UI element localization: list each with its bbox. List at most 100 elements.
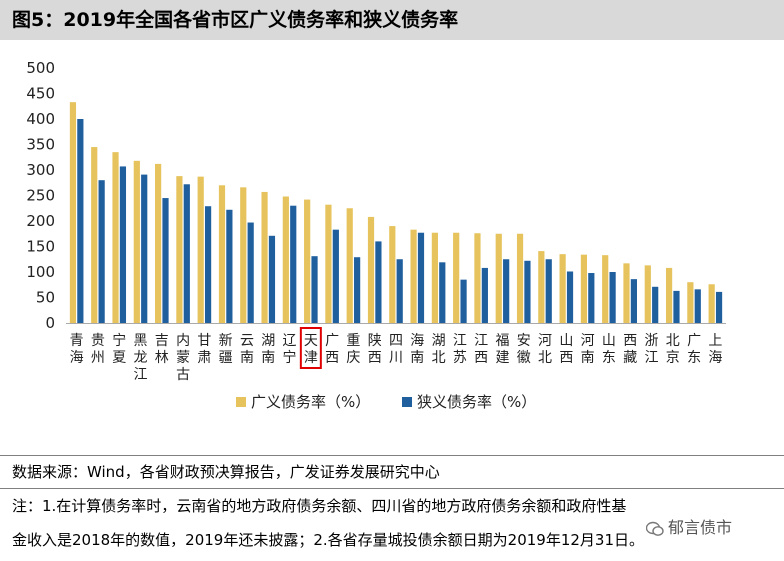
x-tick-label: 宁夏 [112,332,126,366]
bar-broad-debt-ratio [282,196,289,323]
y-tick-label: 100 [26,263,55,281]
legend-swatch-broad [236,397,246,407]
x-tick-label: 西藏 [623,333,637,366]
bar-broad-debt-ratio [623,263,630,323]
bar-narrow-debt-ratio [694,289,701,323]
bar-narrow-debt-ratio [290,205,297,323]
bar-narrow-debt-ratio [141,174,148,323]
bar-broad-debt-ratio [410,229,417,323]
y-tick-label: 400 [26,110,55,128]
bar-broad-debt-ratio [431,232,438,323]
bar-narrow-debt-ratio [183,184,190,323]
x-tick-label: 江苏 [453,333,467,366]
bar-narrow-debt-ratio [332,229,339,323]
x-tick-label: 贵州 [91,333,105,366]
bar-narrow-debt-ratio [226,209,233,323]
y-tick-label: 300 [26,161,55,179]
x-tick-label: 重庆 [346,333,360,366]
bar-narrow-debt-ratio [311,256,318,323]
legend-swatch-narrow [402,397,412,407]
x-tick-label: 山西 [559,333,573,366]
bar-broad-debt-ratio [665,267,673,323]
bars [69,102,723,323]
bar-broad-debt-ratio [495,233,502,323]
x-tick-label: 福建 [495,333,509,366]
bar-narrow-debt-ratio [77,119,84,323]
bar-broad-debt-ratio [602,255,609,323]
bar-narrow-debt-ratio [162,198,169,323]
bar-broad-debt-ratio [69,102,77,323]
x-tick-label: 黑龙江 [134,333,148,383]
y-tick-label: 200 [26,212,55,230]
bar-narrow-debt-ratio [98,180,105,323]
x-tick-label: 河南 [581,333,595,366]
bar-narrow-debt-ratio [460,279,467,323]
bar-narrow-debt-ratio [396,259,403,323]
watermark-text: 郁言债市 [668,518,733,537]
bar-narrow-debt-ratio [119,166,127,323]
y-tick-label: 150 [26,238,55,256]
bar-chart: 0 50 100 150 200 250 300 350 400 450 500 青海贵州宁夏黑龙江… [26,59,726,411]
y-tick-label: 0 [45,314,55,332]
bar-broad-debt-ratio [559,254,566,323]
bar-narrow-debt-ratio [545,259,552,323]
x-tick-label: 湖南 [261,333,275,366]
x-tick-label: 天津 [304,333,318,366]
x-tick-label: 山东 [602,333,616,366]
bar-narrow-debt-ratio [652,286,659,323]
x-tick-label: 海南 [410,333,424,366]
bar-broad-debt-ratio [389,226,396,323]
y-tick-label: 350 [26,136,55,154]
bar-broad-debt-ratio [538,251,545,323]
bar-narrow-debt-ratio [715,291,723,323]
bar-broad-debt-ratio [176,176,183,323]
bar-narrow-debt-ratio [503,259,510,323]
bar-narrow-debt-ratio [268,235,276,323]
bar-narrow-debt-ratio [375,241,382,323]
footnote-line-2: 金收入是2018年的数值，2019年还未披露；2.各省存量城投债余额日期为201… [12,531,645,549]
bar-broad-debt-ratio [367,216,375,323]
watermark: 郁言债市 [646,514,732,538]
bar-broad-debt-ratio [708,284,715,323]
y-tick-label: 50 [36,289,55,307]
x-tick-label: 青海 [70,333,84,366]
bar-broad-debt-ratio [304,199,311,323]
x-tick-label: 四川 [389,333,403,366]
bar-broad-debt-ratio [516,233,524,323]
bar-narrow-debt-ratio [524,260,531,323]
bar-broad-debt-ratio [240,187,247,323]
bar-narrow-debt-ratio [609,272,616,323]
bar-narrow-debt-ratio [247,222,254,323]
x-tick-label: 内蒙古 [176,333,190,383]
x-tick-label: 河北 [538,333,552,366]
bar-broad-debt-ratio [155,163,162,323]
bar-broad-debt-ratio [687,282,694,323]
x-tick-label: 新疆 [219,333,233,366]
bar-broad-debt-ratio [346,208,353,323]
page-title: 图5：2019年全国各省市区广义债务率和狭义债务率 [0,0,784,40]
bar-narrow-debt-ratio [566,271,574,323]
x-axis: 青海贵州宁夏黑龙江吉林内蒙古甘肃新疆云南湖南辽宁天津广西重庆陕西四川海南湖北江苏… [66,323,726,383]
footnote-line-1: 注：1.在计算债务率时，云南省的地方政府债务余额、四川省的地方政府债务余额和政府… [12,497,627,515]
bar-broad-debt-ratio [112,152,119,323]
bar-narrow-debt-ratio [204,206,212,323]
x-tick-label: 北京 [666,333,680,366]
bar-narrow-debt-ratio [354,257,361,323]
bar-broad-debt-ratio [580,254,588,323]
bar-broad-debt-ratio [133,160,140,323]
legend-label-broad: 广义债务率（%） [251,393,370,411]
bar-broad-debt-ratio [644,265,651,323]
y-tick-label: 450 [26,85,55,103]
bar-narrow-debt-ratio [481,267,488,323]
x-tick-label: 广西 [325,333,339,366]
bar-narrow-debt-ratio [673,290,680,323]
y-tick-label: 250 [26,187,55,205]
bar-narrow-debt-ratio [417,232,425,323]
x-tick-label: 云南 [240,333,254,366]
highlight-box [299,327,322,369]
bar-broad-debt-ratio [261,191,268,323]
x-tick-label: 江西 [474,333,488,366]
legend-label-narrow: 狭义债务率（%） [417,393,536,411]
bar-narrow-debt-ratio [588,273,595,323]
x-tick-label: 吉林 [155,333,169,366]
